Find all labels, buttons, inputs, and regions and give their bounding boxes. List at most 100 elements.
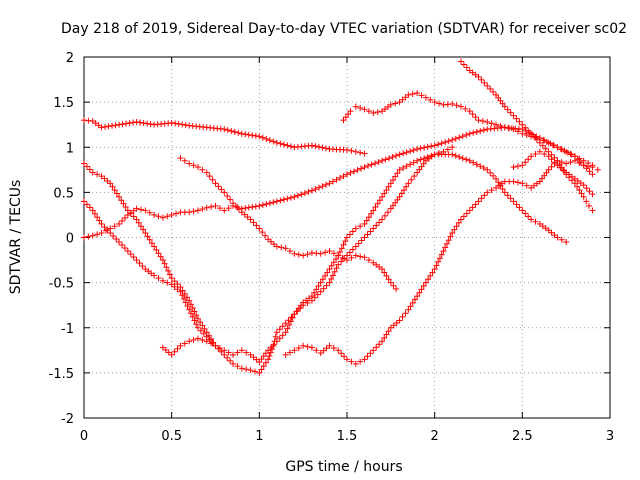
data-point (259, 134, 266, 141)
data-point (352, 148, 359, 155)
data-point (418, 286, 425, 293)
data-point (322, 145, 329, 152)
data-point (315, 184, 322, 191)
data-point (259, 202, 266, 209)
data-point (282, 320, 289, 327)
data-point (523, 182, 530, 189)
data-point (589, 171, 596, 178)
data-point (433, 262, 440, 269)
data-point (268, 344, 275, 351)
data-point (101, 223, 108, 230)
data-point (243, 349, 250, 356)
data-point (393, 152, 400, 159)
data-point (282, 329, 289, 336)
data-point (85, 233, 92, 240)
data-point (387, 101, 394, 108)
data-point (182, 122, 189, 129)
data-point (422, 94, 429, 101)
data-point (121, 214, 128, 221)
data-point (463, 131, 470, 138)
data-point (383, 272, 390, 279)
data-point (212, 180, 219, 187)
data-point (319, 144, 326, 151)
data-point (586, 188, 593, 195)
data-point (258, 366, 265, 373)
data-point (589, 191, 596, 198)
data-point (407, 161, 414, 168)
data-point (91, 210, 98, 217)
data-point (351, 168, 358, 175)
data-point (586, 168, 593, 175)
data-point (171, 278, 178, 285)
data-point (295, 251, 302, 258)
data-point (215, 183, 222, 190)
data-point (460, 213, 467, 220)
series-track-7 (282, 157, 596, 367)
data-point (151, 243, 158, 250)
data-point (507, 109, 514, 116)
data-point (312, 143, 319, 150)
data-point (175, 120, 182, 127)
data-point (151, 272, 158, 279)
data-point (428, 143, 435, 150)
data-point (427, 96, 434, 103)
data-point (266, 352, 273, 359)
data-point (477, 163, 484, 170)
data-point (348, 254, 355, 261)
data-point (396, 166, 403, 173)
data-point (499, 185, 506, 192)
data-point (578, 190, 585, 197)
data-point (209, 339, 216, 346)
data-point (484, 189, 491, 196)
data-point (199, 336, 206, 343)
data-point (340, 241, 347, 248)
data-point (583, 198, 590, 205)
data-point (374, 200, 381, 207)
data-point (459, 155, 466, 162)
data-point (300, 302, 307, 309)
data-point (164, 213, 171, 220)
data-point (364, 353, 371, 360)
data-point (113, 190, 120, 197)
data-point (405, 306, 412, 313)
data-point (187, 310, 194, 317)
data-point (382, 156, 389, 163)
data-point (179, 121, 186, 128)
data-point (315, 143, 322, 150)
data-point (373, 344, 380, 351)
data-point (139, 263, 146, 270)
y-tick-label: 0.5 (53, 186, 74, 201)
data-point (311, 294, 318, 301)
data-point (203, 338, 210, 345)
data-point (523, 132, 530, 139)
data-point (548, 163, 555, 170)
y-tick-label: -1.5 (49, 367, 74, 382)
data-point (589, 162, 596, 169)
data-point (510, 178, 517, 185)
data-point (256, 202, 263, 209)
data-point (490, 88, 497, 95)
data-point (315, 283, 322, 290)
data-point (431, 266, 438, 273)
data-point (194, 315, 201, 322)
data-point (414, 157, 421, 164)
data-point (490, 172, 497, 179)
data-point (194, 207, 201, 214)
data-point (212, 202, 219, 209)
data-point (155, 213, 162, 220)
data-point (109, 122, 116, 129)
data-point (286, 322, 293, 329)
data-point (414, 293, 421, 300)
y-tick-label: 2 (66, 51, 74, 66)
data-point (457, 58, 464, 65)
data-point (194, 324, 201, 331)
data-point (168, 351, 175, 358)
data-point (331, 268, 338, 275)
data-point (121, 245, 128, 252)
data-point (387, 279, 394, 286)
data-point (342, 114, 349, 121)
data-point (545, 166, 552, 173)
data-point (335, 261, 342, 268)
data-point (379, 193, 386, 200)
